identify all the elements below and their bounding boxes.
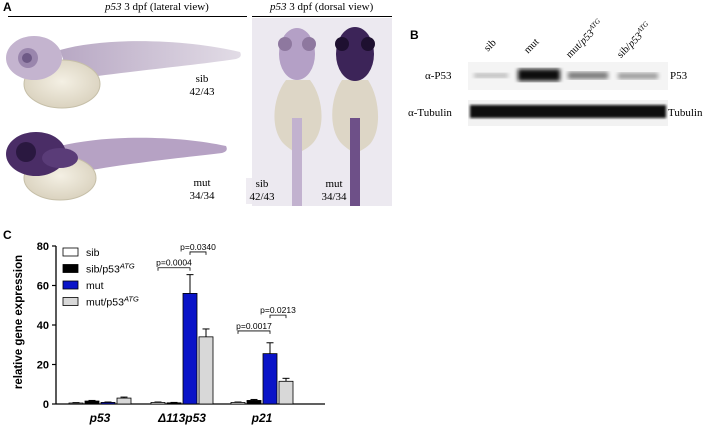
y-tick-label: 0 [43,399,49,411]
sib-lateral-count: 42/43 [189,86,215,98]
legend-swatch [62,280,79,290]
bar [68,402,84,405]
mut-dorsal-genotype: mut [325,178,343,190]
lateral-view-images [6,36,241,201]
legend-entry: sib/p53ATG [86,261,135,276]
y-tick-label: 20 [37,360,49,372]
sib-dorsal-count: 42/43 [249,191,275,203]
mut-dorsal-label: mut 34/34 [318,178,350,204]
mut-lateral-label: mut 34/34 [182,177,222,203]
mut-lateral-genotype: mut [193,177,211,189]
lane-label-mut-p53atg: mut/p53ATG [562,17,605,60]
legend-swatch [62,297,79,306]
panel-b-letter: B [410,28,419,42]
row-label-p53: P53 [670,70,688,82]
expression-bar-chart: relative gene expression 0 20 40 60 80 p53 Δ11… [13,241,325,425]
bar [262,353,278,405]
tubulin-band-all [470,105,666,118]
legend-entry: sib [86,247,100,259]
mut-lateral-fish [6,132,227,201]
p-value-label: p=0.0004 [156,258,192,268]
lateral-view-title: p53 3 dpf (lateral view) [105,1,209,13]
bar [166,402,182,405]
y-tick-label: 60 [37,281,49,293]
p53-band-mut [518,69,560,81]
dorsal-view-title: p53 3 dpf (dorsal view) [270,1,373,13]
lane-label-sib-p53atg: sib/p53ATG [613,20,654,61]
legend-swatch [62,264,79,273]
lane-label-mut: mut [522,37,541,56]
bar [116,397,132,405]
panel-a-letter: A [3,0,12,14]
p-value-label: p=0.0213 [260,305,296,315]
significance-bracket [157,267,191,271]
p53-band-sib-p53atg [618,73,658,79]
significance-bracket [237,330,271,334]
lane-label-mut-text: mut [522,36,542,56]
y-tick-label: 40 [37,320,49,332]
bar [182,293,198,405]
sib-dorsal-label: sib 42/43 [246,178,278,204]
lateral-title-rule [8,16,247,17]
x-category-label: p21 [251,411,273,425]
p-value-label: p=0.0017 [236,321,272,331]
dorsal-title-rule [252,16,392,17]
significance-bracket [189,251,207,255]
bar [198,336,214,405]
legend-entry: mut/p53ATG [86,294,139,309]
legend-swatch [62,247,79,257]
sib-lateral-fish [6,36,241,109]
legend-entry: mut [86,280,104,292]
significance-bracket [269,314,287,319]
bar [84,400,100,405]
row-label-tubulin: Tubulin [668,107,703,119]
western-blot-image [468,62,668,126]
x-category-label: Δ113p53 [157,411,206,425]
x-category-label: p53 [89,411,111,425]
sib-dorsal-genotype: sib [255,178,269,190]
panel-c-letter: C [3,228,12,242]
sib-lateral-genotype: sib [195,73,209,85]
p53-band-sib [474,73,508,78]
lateral-title-text: 3 dpf (lateral view) [121,1,209,13]
lane-label-sib: sib [482,38,498,54]
mut-dorsal-count: 34/34 [321,191,347,203]
p-value-label: p=0.0340 [180,242,216,252]
p53-band-mut-p53atg [568,72,608,79]
row-label-alpha-tubulin: α-Tubulin [408,107,452,119]
dorsal-view-images [252,18,392,206]
bar [230,402,246,405]
mut-dorsal-fish [332,27,379,206]
sib-dorsal-fish [274,28,322,206]
dorsal-title-text: 3 dpf (dorsal view) [286,1,374,13]
lateral-title-gene: p53 [105,1,122,13]
bar [100,402,116,405]
bar [150,402,166,405]
bar [246,400,262,405]
row-label-alpha-p53: α-P53 [425,70,452,82]
dorsal-title-gene: p53 [270,1,287,13]
y-axis-label: relative gene expression [13,255,25,389]
y-tick-label: 80 [37,241,49,253]
lane-label-sib-text: sib [482,37,499,54]
mut-lateral-count: 34/34 [189,190,215,202]
bar [278,380,294,405]
sib-lateral-label: sib 42/43 [182,73,222,99]
